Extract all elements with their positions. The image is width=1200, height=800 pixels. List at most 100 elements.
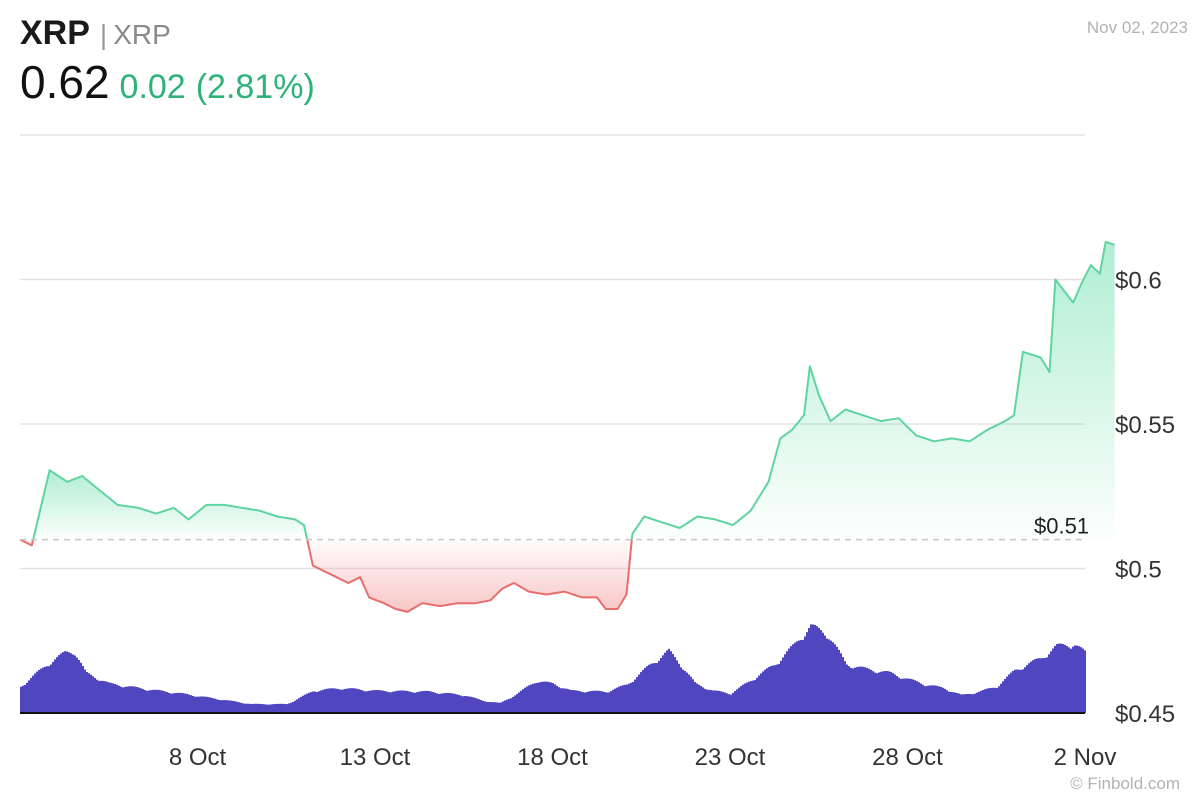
volume-bar	[870, 669, 872, 713]
reference-label: $0.51	[1034, 514, 1089, 539]
volume-bar	[68, 652, 70, 713]
volume-bar	[294, 700, 296, 713]
volume-bar	[536, 682, 538, 713]
volume-bar	[398, 690, 400, 713]
volume-bar	[716, 690, 718, 713]
volume-bar	[670, 651, 672, 713]
x-tick-label: 23 Oct	[695, 744, 766, 771]
volume-bar	[70, 653, 72, 713]
volume-bar	[998, 686, 1000, 713]
volume-bar	[482, 700, 484, 713]
volume-bar	[134, 686, 136, 713]
volume-bar	[276, 703, 278, 713]
volume-bar	[328, 688, 330, 713]
volume-bar	[390, 692, 392, 713]
volume-bar	[170, 693, 172, 713]
volume-bar	[374, 690, 376, 713]
volume-bar	[796, 641, 798, 713]
volume-bar	[174, 693, 176, 713]
volume-bar	[408, 691, 410, 713]
volume-bar	[988, 688, 990, 713]
volume-bar	[896, 676, 898, 713]
volume-bar	[954, 692, 956, 713]
volume-bar	[956, 692, 958, 713]
volume-bar	[204, 696, 206, 713]
volume-bar	[612, 689, 614, 713]
volume-bar	[330, 688, 332, 713]
volume-bar	[262, 704, 264, 713]
volume-bar	[546, 681, 548, 713]
volume-bar	[448, 693, 450, 713]
volume-bar	[964, 694, 966, 713]
volume-bar	[878, 672, 880, 713]
volume-bar	[898, 677, 900, 713]
volume-bar	[278, 703, 280, 713]
volume-bar	[284, 703, 286, 713]
volume-bar	[126, 686, 128, 713]
volume-bar	[966, 693, 968, 713]
volume-bar	[846, 664, 848, 713]
volume-bar	[402, 690, 404, 713]
volume-bar	[292, 702, 294, 713]
volume-bar	[548, 681, 550, 713]
volume-bar	[752, 680, 754, 713]
volume-bar	[914, 680, 916, 713]
volume-bar	[944, 688, 946, 713]
volume-bar	[1028, 663, 1030, 713]
volume-bar	[226, 700, 228, 713]
volume-bar	[696, 683, 698, 713]
volume-bar	[794, 642, 796, 713]
volume-bar	[42, 667, 44, 713]
volume-bar	[210, 697, 212, 713]
volume-bar	[450, 693, 452, 713]
volume-bar	[118, 685, 120, 713]
volume-bar	[598, 690, 600, 713]
volume-bar	[974, 693, 976, 713]
volume-bar	[194, 696, 196, 713]
volume-bar	[872, 671, 874, 713]
volume-bar	[172, 693, 174, 713]
volume-bar	[470, 696, 472, 713]
volume-bar	[342, 689, 344, 713]
volume-bar	[738, 687, 740, 713]
volume-bar	[492, 702, 494, 713]
volume-bar	[132, 686, 134, 713]
volume-bar	[888, 671, 890, 713]
volume-bar	[94, 677, 96, 713]
volume-bar	[1052, 648, 1054, 713]
volume-bar	[240, 702, 242, 713]
volume-bar	[150, 690, 152, 713]
volume-bar	[834, 644, 836, 713]
volume-bar	[382, 690, 384, 713]
volume-bar	[972, 694, 974, 713]
volume-bar	[56, 657, 58, 713]
volume-bar	[514, 695, 516, 713]
volume-bar	[986, 688, 988, 713]
volume-bar	[1058, 643, 1060, 713]
volume-bar	[370, 690, 372, 713]
volume-bar	[388, 692, 390, 713]
volume-bar	[960, 694, 962, 713]
volume-bar	[80, 662, 82, 713]
volume-bar	[356, 688, 358, 713]
volume-bar	[102, 680, 104, 713]
volume-bar	[758, 675, 760, 713]
volume-bar	[34, 673, 36, 713]
volume-bar	[236, 701, 238, 713]
volume-bar	[508, 698, 510, 713]
volume-bar	[940, 686, 942, 713]
volume-bar	[50, 664, 52, 713]
volume-bar	[366, 691, 368, 713]
volume-bar	[906, 678, 908, 713]
volume-bar	[232, 700, 234, 713]
volume-bar	[306, 693, 308, 713]
volume-bar	[130, 686, 132, 713]
volume-bar	[634, 679, 636, 713]
volume-bar	[1010, 672, 1012, 713]
volume-bar	[154, 689, 156, 713]
x-tick-label: 13 Oct	[340, 744, 411, 771]
volume-bar	[562, 688, 564, 713]
volume-bar	[314, 691, 316, 713]
volume-bar	[556, 685, 558, 713]
volume-bar	[364, 691, 366, 713]
